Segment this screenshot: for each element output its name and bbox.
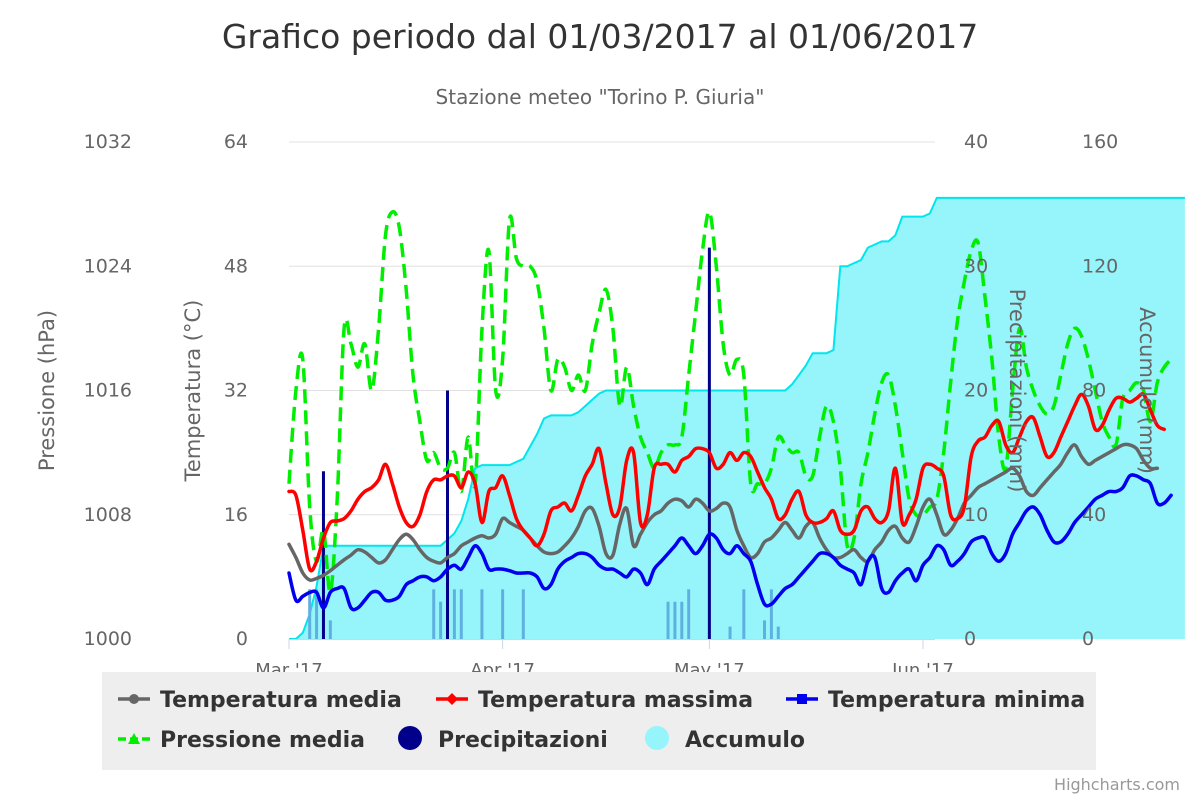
precipitazioni-bar	[680, 601, 684, 639]
precipitazioni-bars	[308, 247, 780, 640]
legend-marker	[128, 733, 140, 744]
precipitazioni-bar	[769, 589, 773, 639]
chart-title: Grafico periodo dal 01/03/2017 al 01/06/…	[222, 17, 978, 56]
credits-link[interactable]: Highcharts.com	[1054, 775, 1180, 794]
legend-label: Precipitazioni	[438, 728, 608, 753]
precipitazioni-bar	[439, 601, 443, 639]
precipitazioni-bar	[521, 589, 525, 639]
legend-item-precipitazioni[interactable]: Precipitazioni	[398, 726, 608, 753]
precipitazioni-bar	[328, 620, 332, 639]
y-tick-label-temperature: 16	[224, 504, 248, 526]
accumulo-area-fill	[289, 197, 1185, 639]
y-tick-label-accum: 40	[1082, 504, 1106, 526]
y-tick-label-accum: 120	[1082, 255, 1118, 277]
legend-item-accumulo[interactable]: Accumulo	[645, 726, 805, 753]
legend-label: Temperatura massima	[478, 688, 753, 713]
legend-item-temperatura-minima[interactable]: Temperatura minima	[786, 688, 1085, 713]
accumulo-line	[289, 196, 1185, 640]
legend-label: Accumulo	[685, 728, 805, 753]
precipitazioni-bar	[776, 626, 780, 639]
legend-marker	[446, 693, 458, 705]
accumulo-area	[289, 196, 1185, 640]
y-tick-label-pressure: 1032	[84, 131, 132, 153]
series-line-pressione-media[interactable]	[287, 209, 1173, 595]
precipitazioni-bar	[446, 390, 449, 639]
legend-symbol	[398, 726, 422, 750]
y-tick-label-precip: 20	[964, 380, 988, 402]
precipitazioni-bar	[742, 589, 746, 639]
precipitazioni-bar	[501, 589, 505, 639]
y-axis-title-precip: Precipitazioni (mm)	[1005, 289, 1029, 493]
y-tick-label-accum: 160	[1082, 131, 1118, 153]
y-tick-label-precip: 10	[964, 504, 988, 526]
precipitazioni-bar	[432, 589, 436, 639]
y-tick-label-pressure: 1008	[84, 504, 132, 526]
y-tick-label-precip: 30	[964, 255, 988, 277]
legend-item-temperatura-massima[interactable]: Temperatura massima	[436, 688, 753, 713]
legend-item-pressione-media[interactable]: Pressione media	[118, 728, 365, 753]
precipitazioni-bar	[673, 601, 677, 639]
y-axis-title-pressure: Pressione (hPa)	[35, 310, 59, 471]
legend-box	[102, 672, 1096, 770]
y-tick-label-temperature: 32	[224, 380, 248, 402]
precipitazioni-bar	[480, 589, 484, 639]
y-tick-label-pressure: 1024	[84, 255, 132, 277]
precipitazioni-bar	[666, 601, 670, 639]
y-tick-label-accum: 80	[1082, 380, 1106, 402]
precipitazioni-bar	[763, 620, 766, 639]
chart-subtitle: Stazione meteo "Torino P. Giuria"	[436, 85, 765, 109]
legend-item-temperatura-media[interactable]: Temperatura media	[118, 688, 402, 713]
y-tick-label-temperature: 0	[236, 628, 248, 650]
legend-marker	[797, 694, 807, 704]
legend-label: Temperatura minima	[828, 688, 1085, 713]
precipitazioni-bar	[308, 589, 312, 639]
legend-label: Temperatura media	[160, 688, 402, 713]
precipitazioni-bar	[687, 589, 691, 639]
precipitazioni-bar	[459, 589, 463, 639]
y-tick-label-pressure: 1016	[84, 380, 132, 402]
y-tick-label-temperature: 64	[224, 131, 248, 153]
y-axis-title-temperature: Temperatura (°C)	[181, 300, 205, 483]
precipitazioni-bar	[321, 471, 325, 639]
y-tick-label-precip: 0	[964, 628, 976, 650]
series-line-temperatura-massima[interactable]	[287, 392, 1166, 573]
series-lines	[287, 209, 1173, 612]
y-tick-label-accum: 0	[1082, 628, 1094, 650]
series-line-temperatura-media[interactable]	[287, 442, 1160, 582]
y-tick-label-temperature: 48	[224, 255, 248, 277]
series-line-temperatura-minima[interactable]	[287, 473, 1173, 612]
precipitazioni-bar	[728, 626, 732, 639]
legend: Temperatura media Temperatura massima Temp…	[102, 672, 1096, 770]
y-tick-label-pressure: 1000	[84, 628, 132, 650]
legend-label: Pressione media	[160, 728, 365, 753]
precipitazioni-bar	[315, 589, 319, 639]
legend-marker	[129, 694, 139, 704]
precipitazioni-bar	[707, 247, 711, 640]
y-axis-title-accum: Accumulo (mm)	[1135, 307, 1159, 474]
precipitazioni-bar	[452, 589, 456, 639]
legend-symbol	[645, 726, 669, 750]
y-tick-label-precip: 40	[964, 131, 988, 153]
